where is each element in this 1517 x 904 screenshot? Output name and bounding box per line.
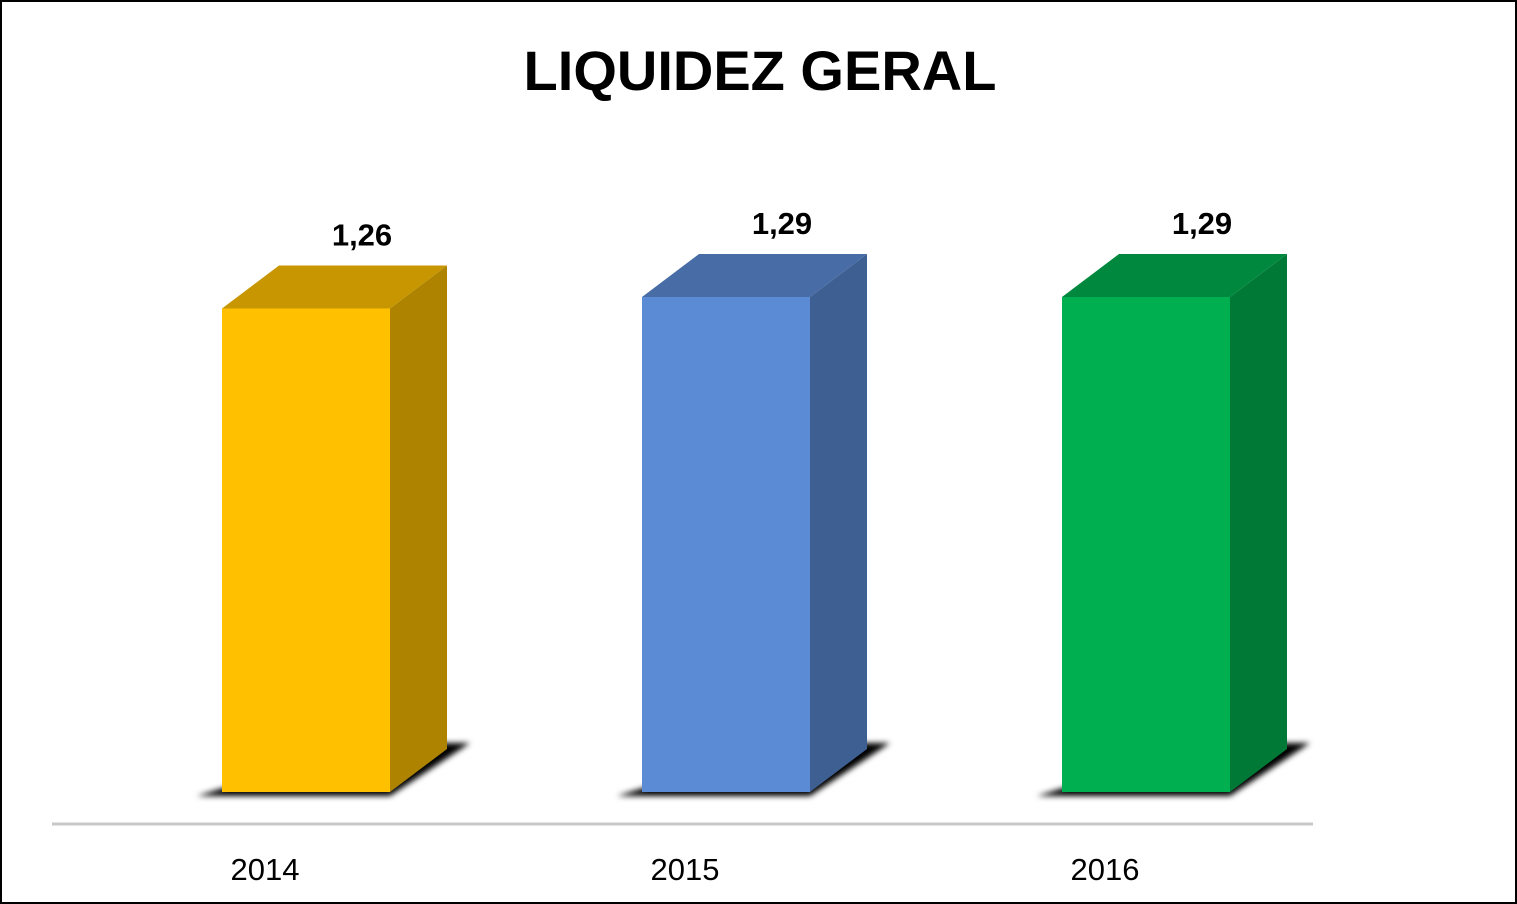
value-label: 1,26 (332, 218, 392, 253)
bar (222, 308, 390, 792)
bar-top (1062, 254, 1287, 297)
bar (642, 297, 810, 792)
bar-top (642, 254, 867, 297)
bar-top (222, 265, 447, 309)
bar-side (1230, 254, 1287, 792)
x-tick-label: 2015 (651, 852, 720, 887)
bar (1062, 297, 1230, 792)
chart-title: LIQUIDEZ GERAL (524, 39, 997, 102)
value-label: 1,29 (1172, 206, 1232, 241)
bar-side (810, 254, 867, 792)
value-label: 1,29 (752, 206, 812, 241)
bar-side (390, 265, 447, 793)
x-tick-label: 2016 (1071, 852, 1140, 887)
x-tick-label: 2014 (231, 852, 300, 887)
